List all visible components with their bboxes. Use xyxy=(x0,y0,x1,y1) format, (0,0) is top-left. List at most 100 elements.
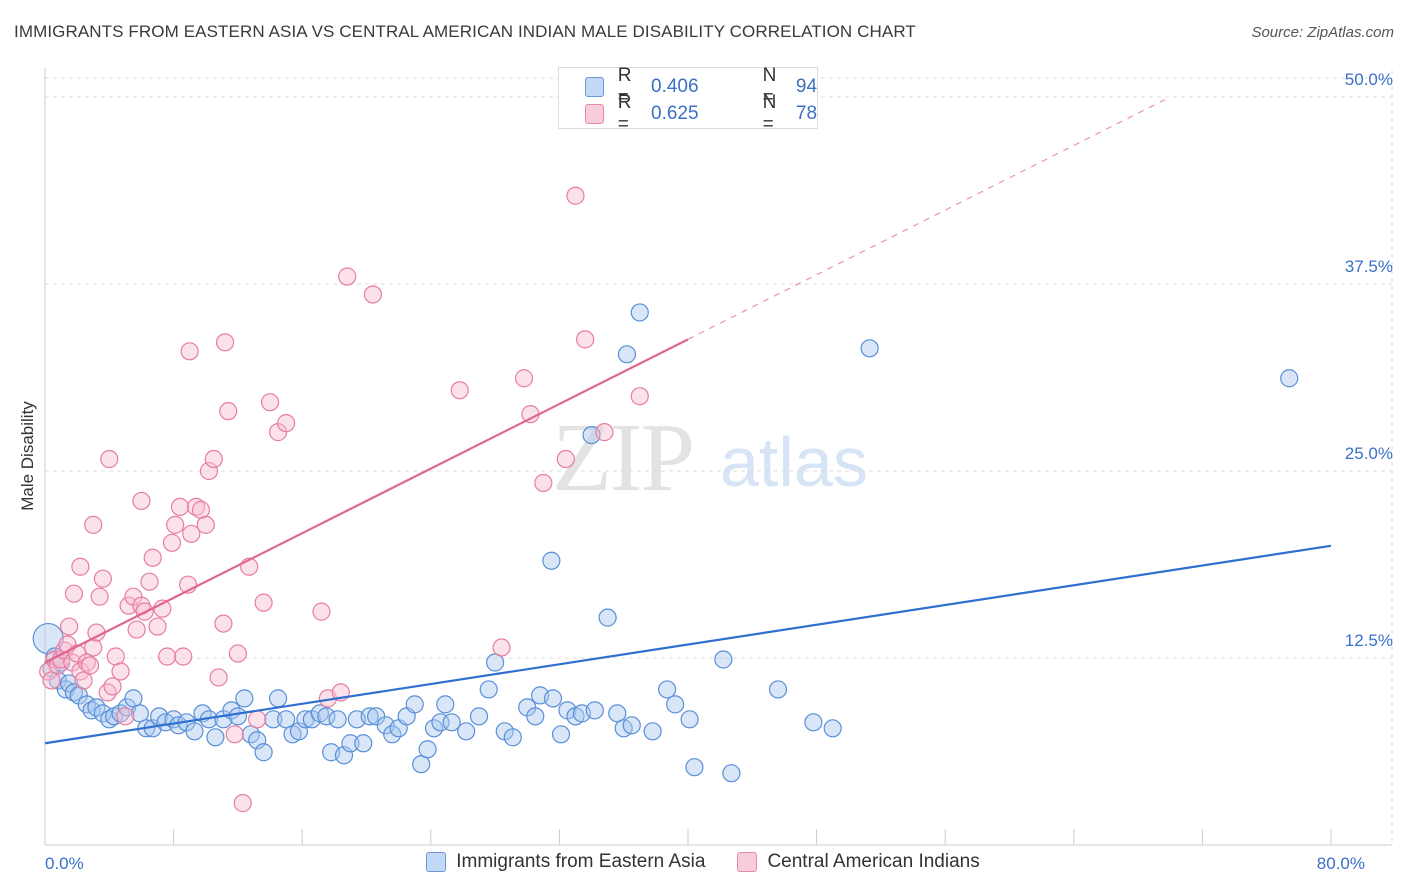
data-point-central-american-indians xyxy=(187,497,206,517)
data-point-eastern-asia xyxy=(666,695,685,714)
trend-lines xyxy=(44,96,1332,745)
data-point-eastern-asia xyxy=(254,743,273,762)
pink-swatch xyxy=(585,104,604,124)
data-point-eastern-asia xyxy=(412,755,431,774)
data-point-central-american-indians xyxy=(158,647,177,666)
n-label: N = xyxy=(762,92,777,135)
data-point-central-american-indians xyxy=(196,515,215,534)
data-point-central-american-indians xyxy=(576,330,595,349)
data-point-eastern-asia xyxy=(543,689,563,708)
data-point-central-american-indians xyxy=(534,473,553,493)
data-point-central-american-indians xyxy=(312,602,331,621)
data-point-central-american-indians xyxy=(80,656,100,675)
data-point-eastern-asia xyxy=(622,716,641,735)
data-point-eastern-asia xyxy=(457,722,476,741)
n-value: 78 xyxy=(795,103,818,124)
data-point-eastern-asia xyxy=(405,695,424,714)
data-point-central-american-indians xyxy=(215,333,235,352)
data-point-eastern-asia xyxy=(130,704,149,723)
data-point-eastern-asia xyxy=(1280,369,1299,388)
data-point-eastern-asia xyxy=(503,728,522,747)
trend-line-eastern-asia xyxy=(44,544,1332,745)
data-point-central-american-indians xyxy=(42,671,61,690)
tick-labels: 12.5% 25.0% 37.5% 50.0% 0.0% 80.0% xyxy=(45,70,1393,873)
data-point-central-american-indians xyxy=(363,285,383,304)
data-point-eastern-asia xyxy=(124,689,143,708)
data-point-eastern-asia xyxy=(328,710,347,729)
data-point-central-american-indians xyxy=(450,381,469,400)
data-point-eastern-asia xyxy=(542,551,561,570)
data-point-eastern-asia xyxy=(630,303,649,322)
data-point-eastern-asia xyxy=(235,689,254,708)
chart-title: IMMIGRANTS FROM EASTERN ASIA VS CENTRAL … xyxy=(14,22,916,41)
data-point-central-american-indians xyxy=(228,644,247,663)
source-credit: Source: ZipAtlas.com xyxy=(1251,24,1394,41)
n-value: 94 xyxy=(795,76,818,97)
data-point-eastern-asia xyxy=(82,701,101,720)
data-point-central-american-indians xyxy=(90,587,109,606)
data-point-central-american-indians xyxy=(556,449,575,469)
r-value: 0.406 xyxy=(651,76,699,97)
data-point-central-american-indians xyxy=(98,683,117,702)
data-point-central-american-indians xyxy=(180,342,199,361)
data-point-central-american-indians xyxy=(630,387,649,406)
data-point-eastern-asia xyxy=(860,339,879,358)
data-point-central-american-indians xyxy=(174,647,193,666)
trend-extension-central-american-indians xyxy=(687,96,1171,340)
data-point-central-american-indians xyxy=(166,515,185,534)
data-point-eastern-asia xyxy=(277,710,296,729)
data-point-central-american-indians xyxy=(233,794,252,813)
pink-swatch xyxy=(737,852,758,872)
data-point-central-american-indians xyxy=(214,614,233,633)
data-point-central-american-indians xyxy=(60,617,79,636)
data-point-central-american-indians xyxy=(111,662,130,681)
blue-swatch xyxy=(426,852,447,872)
data-point-eastern-asia xyxy=(479,680,498,699)
data-point-central-american-indians xyxy=(199,461,219,481)
data-point-central-american-indians xyxy=(521,405,540,424)
data-point-eastern-asia xyxy=(469,707,489,726)
data-point-central-american-indians xyxy=(116,707,135,726)
legend-row-pink: R = 0.625 N = 78 xyxy=(559,92,818,135)
data-point-eastern-asia xyxy=(585,701,604,720)
data-point-central-american-indians xyxy=(225,725,244,744)
r-label: R = xyxy=(617,65,632,108)
trend-line-central-american-indians xyxy=(44,338,689,664)
data-point-central-american-indians xyxy=(64,584,84,603)
data-point-eastern-asia xyxy=(598,608,617,627)
y-tick-label: 50.0% xyxy=(1345,70,1393,89)
data-point-eastern-asia xyxy=(317,707,336,726)
r-value: 0.625 xyxy=(651,103,699,124)
watermark-atlas: atlas xyxy=(720,423,868,501)
legend-item-central-american-indians[interactable]: Central American Indians xyxy=(737,851,980,873)
data-point-eastern-asia xyxy=(551,725,571,744)
y-tick-label: 12.5% xyxy=(1345,631,1393,650)
data-point-central-american-indians xyxy=(209,668,228,687)
data-point-eastern-asia xyxy=(341,734,360,753)
data-point-central-american-indians xyxy=(204,449,223,469)
axes xyxy=(44,68,1392,846)
legend-item-eastern-asia[interactable]: Immigrants from Eastern Asia xyxy=(426,851,705,873)
data-point-central-american-indians xyxy=(492,638,511,657)
data-point-eastern-asia xyxy=(418,740,437,759)
n-label: N = xyxy=(762,65,777,108)
watermark-zip: ZIP xyxy=(552,404,695,512)
series-central-american-indians xyxy=(39,186,649,813)
data-point-central-american-indians xyxy=(119,596,138,615)
data-point-eastern-asia xyxy=(268,689,288,708)
y-tick-label: 25.0% xyxy=(1345,444,1393,463)
data-point-eastern-asia xyxy=(360,707,379,726)
data-point-central-american-indians xyxy=(566,186,585,205)
data-point-eastern-asia xyxy=(442,713,461,732)
data-point-central-american-indians xyxy=(84,515,103,534)
data-point-eastern-asia xyxy=(643,722,662,741)
data-point-eastern-asia xyxy=(64,683,84,702)
data-point-central-american-indians xyxy=(77,653,96,672)
data-point-central-american-indians xyxy=(103,677,122,696)
data-point-eastern-asia xyxy=(658,680,677,699)
legend-label: Central American Indians xyxy=(767,851,980,872)
data-point-central-american-indians xyxy=(162,533,182,552)
legend-label: Immigrants from Eastern Asia xyxy=(456,851,706,872)
data-point-eastern-asia xyxy=(617,345,637,364)
data-point-central-american-indians xyxy=(140,572,159,591)
